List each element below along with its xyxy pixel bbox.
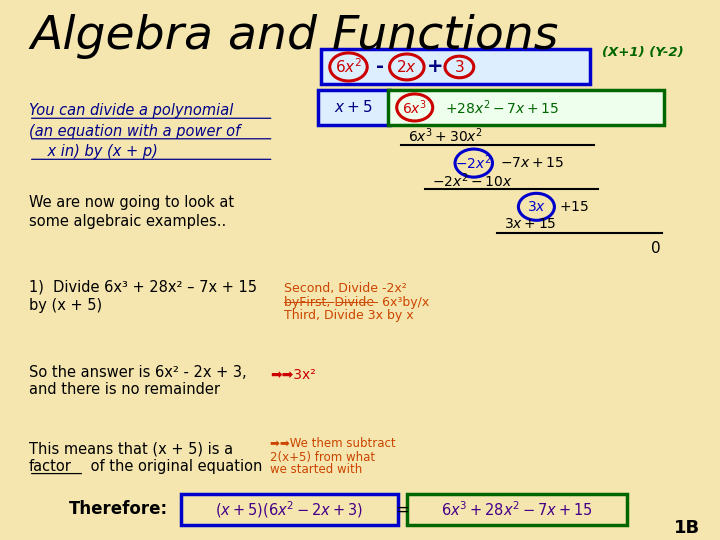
Text: $-2x^2$: $-2x^2$	[456, 154, 492, 172]
FancyBboxPatch shape	[407, 494, 627, 525]
Text: b̶y̶F̶i̶r̶s̶t̶,̶ ̶D̶i̶v̶i̶d̶e̶ ̶ 6x³by/x: b̶y̶F̶i̶r̶s̶t̶,̶ ̶D̶i̶v̶i̶d̶e̶ ̶ 6x³by/x	[284, 296, 430, 309]
Text: This means that (x + 5) is a: This means that (x + 5) is a	[29, 442, 233, 457]
Text: factor: factor	[29, 459, 72, 474]
Text: $3x$: $3x$	[527, 200, 546, 214]
Text: Algebra and Functions: Algebra and Functions	[31, 14, 559, 59]
Text: 1B: 1B	[674, 519, 700, 537]
FancyBboxPatch shape	[181, 494, 398, 525]
Text: $0$: $0$	[650, 240, 660, 256]
Text: $6x^2$: $6x^2$	[335, 58, 362, 76]
Text: of the original equation: of the original equation	[86, 459, 263, 474]
Text: some algebraic examples..: some algebraic examples..	[29, 214, 226, 229]
Text: -: -	[376, 57, 384, 77]
Text: $+ 28x^2 - 7x + 15$: $+ 28x^2 - 7x + 15$	[445, 98, 559, 117]
Text: +: +	[427, 57, 443, 77]
Text: $=$: $=$	[392, 500, 409, 518]
FancyBboxPatch shape	[318, 90, 390, 125]
Text: $-2x^2 - 10x$: $-2x^2 - 10x$	[432, 171, 513, 190]
Text: by (x + 5): by (x + 5)	[29, 298, 102, 313]
Text: (an equation with a power of: (an equation with a power of	[29, 124, 240, 139]
Text: we started with: we started with	[270, 463, 362, 476]
Text: $(x + 5)(6x^2 - 2x + 3)$: $(x + 5)(6x^2 - 2x + 3)$	[215, 499, 364, 519]
Text: So the answer is 6x² - 2x + 3,: So the answer is 6x² - 2x + 3,	[29, 365, 246, 380]
Text: $3$: $3$	[454, 59, 464, 75]
Text: x in) by (x + p): x in) by (x + p)	[29, 144, 158, 159]
Text: $x + 5$: $x + 5$	[334, 99, 373, 116]
FancyBboxPatch shape	[388, 90, 664, 125]
Text: $- 7x + 15$: $- 7x + 15$	[500, 156, 564, 170]
Text: $+ 15$: $+ 15$	[559, 200, 589, 214]
Text: $6x^3 + 28x^2 - 7x + 15$: $6x^3 + 28x^2 - 7x + 15$	[441, 500, 593, 518]
Text: Third, Divide 3x by x: Third, Divide 3x by x	[284, 309, 414, 322]
Text: $6x^3 + 30x^2$: $6x^3 + 30x^2$	[408, 127, 483, 145]
Text: and there is no remainder: and there is no remainder	[29, 382, 220, 397]
Text: ➡➡3x²: ➡➡3x²	[270, 368, 316, 382]
Text: 2(x+5) from what: 2(x+5) from what	[270, 451, 375, 464]
Text: You can divide a polynomial: You can divide a polynomial	[29, 103, 233, 118]
Text: $3x + 15$: $3x + 15$	[504, 217, 557, 231]
Text: We are now going to look at: We are now going to look at	[29, 195, 234, 210]
Text: $2x$: $2x$	[397, 59, 417, 75]
Text: 1)  Divide 6x³ + 28x² – 7x + 15: 1) Divide 6x³ + 28x² – 7x + 15	[29, 280, 257, 295]
Text: ➡➡We them subtract: ➡➡We them subtract	[270, 437, 395, 450]
Text: $6x^3$: $6x^3$	[402, 98, 427, 117]
Text: Second, Divide -2x²: Second, Divide -2x²	[284, 282, 407, 295]
Text: Therefore:: Therefore:	[68, 500, 168, 518]
FancyBboxPatch shape	[321, 49, 590, 84]
